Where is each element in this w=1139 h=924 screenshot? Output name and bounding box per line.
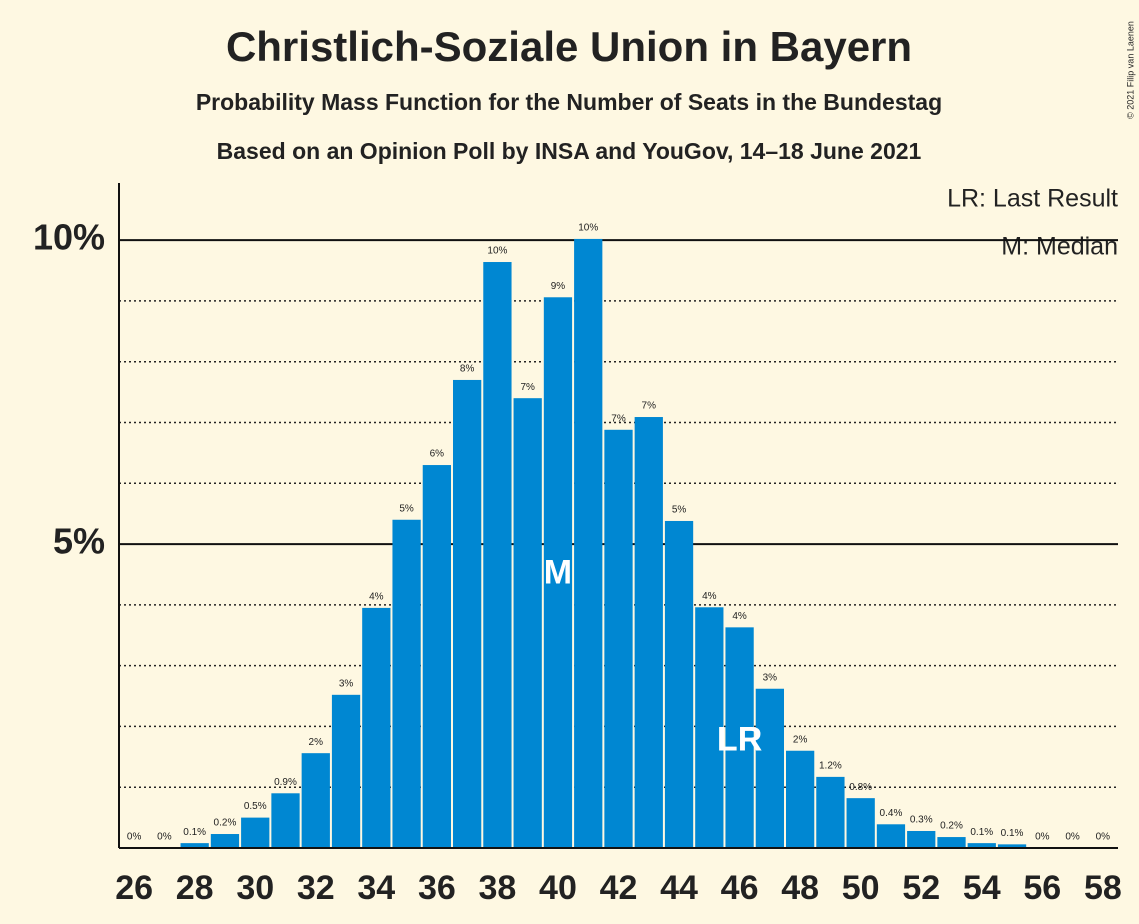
value-label: 10% — [578, 223, 598, 234]
chart-title: Christlich-Soziale Union in Bayern — [226, 23, 912, 70]
x-tick-label: 28 — [176, 869, 214, 907]
x-tick-label: 42 — [600, 869, 638, 907]
bar — [513, 398, 542, 848]
copyright: © 2021 Filip van Laenen — [1125, 21, 1135, 119]
value-label: 0% — [1035, 832, 1050, 843]
bar — [846, 798, 875, 848]
value-label: 7% — [611, 413, 626, 424]
y-tick-label: 10% — [33, 217, 105, 258]
x-tick-label: 50 — [842, 869, 880, 907]
bar — [907, 830, 936, 848]
bar — [967, 843, 996, 848]
value-label: 8% — [460, 364, 475, 375]
value-label: 0.3% — [910, 815, 933, 826]
value-label: 0.4% — [880, 808, 903, 819]
x-tick-label: 32 — [297, 869, 335, 907]
bar — [997, 844, 1027, 848]
value-label: 4% — [702, 591, 717, 602]
value-label: 0.1% — [1001, 828, 1024, 839]
x-tick-label: 54 — [963, 869, 1001, 907]
x-tick-label: 26 — [115, 869, 153, 907]
value-label: 0% — [1065, 832, 1080, 843]
bar — [604, 429, 633, 848]
chart-subtitle: Probability Mass Function for the Number… — [196, 89, 942, 115]
legend-entry: M: Median — [1001, 233, 1118, 261]
value-label: 4% — [369, 592, 384, 603]
x-tick-label: 30 — [236, 869, 274, 907]
value-label: 4% — [732, 611, 747, 622]
value-label: 0.8% — [849, 782, 872, 793]
marker-label: LR — [717, 721, 762, 759]
value-label: 2% — [309, 737, 324, 748]
bar — [422, 465, 451, 848]
value-label: 0% — [127, 832, 142, 843]
marker-label: M — [544, 553, 572, 591]
value-label: 9% — [551, 281, 566, 292]
bar — [271, 793, 300, 848]
bar — [574, 238, 603, 848]
x-tick-label: 56 — [1023, 869, 1061, 907]
x-tick-label: 36 — [418, 869, 456, 907]
x-tick-label: 40 — [539, 869, 577, 907]
bar — [180, 843, 209, 848]
x-tick-label: 44 — [660, 869, 698, 907]
value-label: 0.5% — [244, 801, 267, 812]
x-tick-label: 52 — [902, 869, 940, 907]
bar — [695, 607, 724, 848]
value-label: 6% — [430, 449, 445, 460]
bar — [210, 834, 240, 848]
bar — [937, 837, 966, 848]
value-label: 7% — [520, 382, 535, 393]
value-label: 5% — [672, 505, 687, 516]
bar — [453, 379, 482, 848]
bar — [301, 753, 330, 848]
legend-entry: LR: Last Result — [947, 185, 1118, 213]
x-tick-label: 46 — [721, 869, 759, 907]
value-label: 0% — [1096, 832, 1111, 843]
bar — [362, 607, 391, 848]
bar — [725, 627, 754, 848]
bar — [816, 776, 845, 848]
bar — [786, 750, 815, 848]
value-label: 3% — [339, 678, 354, 689]
bar — [664, 520, 694, 848]
value-label: 10% — [487, 246, 507, 257]
x-tick-label: 34 — [357, 869, 395, 907]
chart-subtitle: Based on an Opinion Poll by INSA and You… — [217, 138, 922, 164]
x-tick-label: 58 — [1084, 869, 1122, 907]
value-label: 2% — [793, 734, 808, 745]
bar — [483, 262, 512, 848]
bar — [634, 417, 663, 848]
bar — [543, 297, 573, 848]
value-label: 0.1% — [183, 827, 206, 838]
value-label: 5% — [399, 503, 414, 514]
bar — [876, 824, 906, 848]
value-label: 0% — [157, 832, 172, 843]
value-label: 0.2% — [940, 821, 963, 832]
x-tick-label: 38 — [478, 869, 516, 907]
bar — [241, 817, 270, 848]
value-label: 0.2% — [214, 818, 237, 829]
bar — [755, 688, 784, 848]
value-label: 0.9% — [274, 777, 297, 788]
bar — [331, 694, 361, 848]
x-tick-label: 48 — [781, 869, 819, 907]
value-label: 1.2% — [819, 761, 842, 772]
value-label: 0.1% — [970, 827, 993, 838]
value-label: 3% — [763, 672, 778, 683]
y-tick-label: 5% — [53, 521, 105, 562]
value-label: 7% — [642, 401, 657, 412]
bar — [392, 519, 421, 848]
